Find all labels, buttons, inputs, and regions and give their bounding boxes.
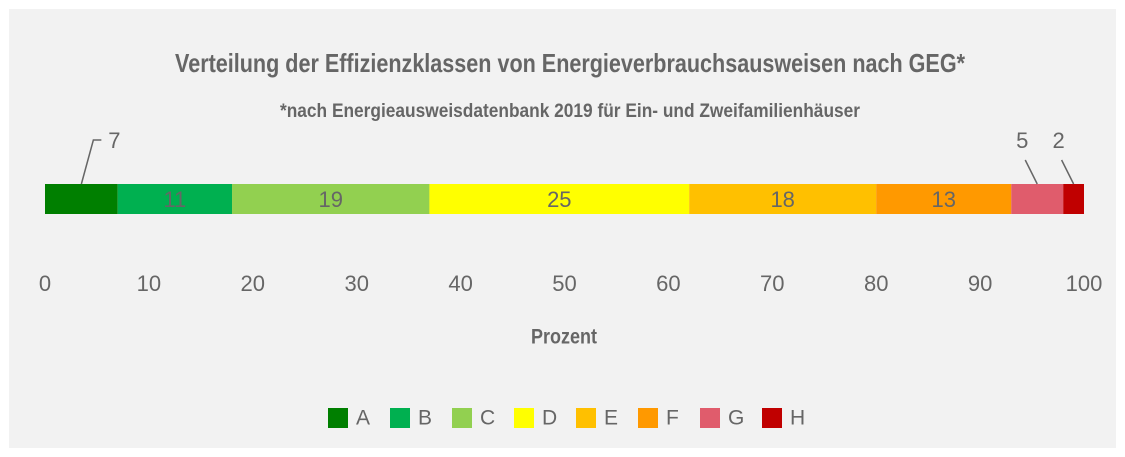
leader-line [80,139,102,185]
data-label: 5 [1016,128,1028,153]
legend-label: E [604,407,618,430]
bar-segment [689,184,877,214]
x-tick-label: 20 [241,271,265,296]
bar-segment [45,184,118,214]
legend-label: D [542,407,557,430]
bar-segment [429,184,690,214]
chart-subtitle: *nach Energieausweisdatenbank 2019 für E… [280,101,861,122]
x-tick-label: 80 [864,271,888,296]
legend-swatch [328,408,348,428]
bar-segment [876,184,1012,214]
legend-swatch [576,408,596,428]
x-tick-label: 60 [656,271,680,296]
data-label: 25 [547,187,571,212]
data-label: 2 [1052,128,1064,153]
legend-label: A [356,407,370,430]
leader-line [1024,159,1038,185]
x-tick-label: 50 [552,271,576,296]
legend-swatch [452,408,472,428]
data-label: 13 [931,187,955,212]
legend-label: G [728,407,744,430]
legend-swatch [514,408,534,428]
legend-label: H [790,407,805,430]
legend-swatch [700,408,720,428]
chart-title: Verteilung der Effizienzklassen von Ener… [175,48,966,78]
x-axis-label: Prozent [531,326,597,349]
x-tick-label: 0 [39,271,51,296]
legend-label: F [666,407,679,430]
x-tick-label: 90 [968,271,992,296]
data-label: 11 [163,187,186,212]
legend-swatch [390,408,410,428]
data-label: 19 [318,187,342,212]
x-tick-label: 40 [448,271,472,296]
data-label: 18 [770,187,794,212]
leader-line [1060,159,1075,185]
x-tick-label: 70 [760,271,784,296]
background [9,9,1116,448]
x-tick-label: 10 [137,271,161,296]
bar-segment [1063,184,1084,214]
bar-segment [1011,184,1064,214]
data-label: 7 [108,128,120,153]
legend-swatch [638,408,658,428]
legend-label: B [418,407,432,430]
x-tick-label: 100 [1066,271,1103,296]
bar-segment [232,184,430,214]
bar-segment [117,184,233,214]
legend-label: C [480,407,495,430]
legend-swatch [762,408,782,428]
x-tick-label: 30 [344,271,368,296]
